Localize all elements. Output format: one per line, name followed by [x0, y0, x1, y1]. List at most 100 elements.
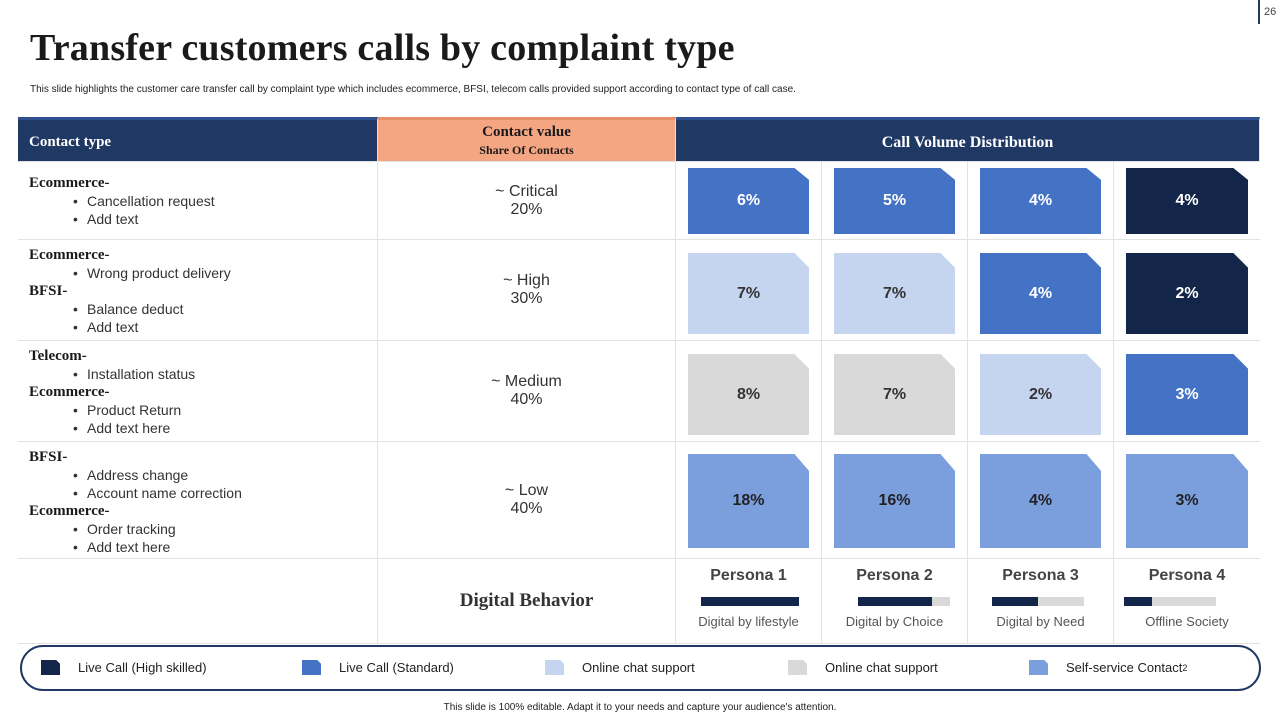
- legend-label: Online chat support: [582, 660, 695, 675]
- bullet-item: Installation status: [29, 365, 366, 383]
- legend: Live Call (High skilled) Live Call (Stan…: [20, 645, 1261, 691]
- share-value: 40%: [510, 500, 543, 517]
- persona-cell: Persona 4 Offline Society: [1114, 559, 1260, 644]
- distribution-tile: 6%: [688, 168, 809, 234]
- table-row: Ecommerce- Wrong product delivery BFSI- …: [18, 240, 1260, 341]
- bullet-item: Add text here: [29, 419, 366, 437]
- distribution-tile: 4%: [980, 253, 1101, 334]
- level-label: ~ Low: [504, 482, 549, 499]
- header-share-label: Share Of Contacts: [479, 142, 574, 157]
- distribution-cell: 6%: [676, 162, 822, 240]
- distribution-cell: 18%: [676, 442, 822, 559]
- share-value: 30%: [510, 290, 543, 307]
- level-label: ~ Medium: [491, 373, 562, 390]
- header-contact-value-label: Contact value: [482, 123, 571, 140]
- persona-name: Persona 1: [710, 567, 787, 584]
- digital-behavior-label: Digital Behavior: [459, 590, 594, 611]
- category-label: BFSI-: [29, 283, 68, 299]
- category-label: Ecommerce-: [29, 175, 110, 191]
- contact-type-cell: Telecom- Installation status Ecommerce- …: [18, 341, 378, 442]
- distribution-tile: 2%: [1126, 253, 1248, 334]
- legend-label: Live Call (Standard): [339, 660, 454, 675]
- persona-bar-fill: [701, 597, 799, 606]
- category-label: Ecommerce-: [29, 503, 110, 519]
- persona-bar: [858, 597, 950, 606]
- distribution-cell: 4%: [1114, 162, 1260, 240]
- distribution-cell: 16%: [822, 442, 968, 559]
- distribution-cell: 8%: [676, 341, 822, 442]
- distribution-tile: 16%: [834, 454, 955, 548]
- table-row: Ecommerce- Cancellation request Add text…: [18, 162, 1260, 240]
- distribution-tile: 3%: [1126, 354, 1248, 435]
- persona-cell: Persona 3 Digital by Need: [968, 559, 1114, 644]
- legend-item: Online chat support: [788, 660, 938, 675]
- persona-label: Digital by lifestyle: [698, 614, 799, 629]
- page-number: 26: [1258, 0, 1280, 24]
- contact-value-cell: ~ Low 40%: [378, 442, 676, 559]
- bullet-item: Wrong product delivery: [29, 264, 366, 282]
- level-label: ~ Critical: [495, 182, 558, 200]
- distribution-cell: 7%: [822, 341, 968, 442]
- legend-label: Online chat support: [825, 660, 938, 675]
- distribution-tile: 5%: [834, 168, 955, 234]
- legend-item: Live Call (Standard): [302, 660, 454, 675]
- persona-cell: Persona 2 Digital by Choice: [822, 559, 968, 644]
- persona-bar: [992, 597, 1084, 606]
- distribution-cell: 3%: [1114, 442, 1260, 559]
- digital-behavior-cell: Digital Behavior: [378, 559, 676, 644]
- bullet-item: Add text here: [29, 538, 366, 556]
- bullet-item: Cancellation request: [29, 192, 366, 210]
- persona-name: Persona 4: [1148, 567, 1226, 584]
- footer-note: This slide is 100% editable. Adapt it to…: [443, 702, 837, 713]
- empty-cell: [18, 559, 378, 644]
- distribution-cell: 7%: [822, 240, 968, 341]
- bullet-item: Product Return: [29, 401, 366, 419]
- distribution-cell: 2%: [968, 341, 1114, 442]
- persona-label: Digital by Need: [996, 614, 1085, 629]
- table-row: Telecom- Installation status Ecommerce- …: [18, 341, 1260, 442]
- distribution-cell: 2%: [1114, 240, 1260, 341]
- persona-bar-fill: [858, 597, 932, 606]
- distribution-cell: 5%: [822, 162, 968, 240]
- persona-name: Persona 2: [856, 567, 933, 584]
- category-label: Ecommerce-: [29, 247, 110, 263]
- bullet-item: Add text: [29, 210, 366, 228]
- page-title: Transfer customers calls by complaint ty…: [30, 27, 735, 69]
- share-value: 20%: [510, 200, 543, 218]
- bullet-item: Account name correction: [29, 484, 366, 502]
- contact-type-cell: BFSI- Address change Account name correc…: [18, 442, 378, 559]
- distribution-cell: 7%: [676, 240, 822, 341]
- persona-bar: [1124, 597, 1216, 606]
- category-label: Ecommerce-: [29, 384, 110, 400]
- bullet-item: Order tracking: [29, 520, 366, 538]
- call-distribution-table: Contact type Contact value Share Of Cont…: [18, 117, 1260, 644]
- legend-swatch: [545, 660, 564, 675]
- table-header: Contact type Contact value Share Of Cont…: [18, 117, 1260, 162]
- distribution-cell: 4%: [968, 162, 1114, 240]
- contact-type-cell: Ecommerce- Wrong product delivery BFSI- …: [18, 240, 378, 341]
- distribution-tile: 18%: [688, 454, 809, 548]
- legend-item: Self-service Contact 2: [1029, 660, 1187, 675]
- legend-item: Online chat support: [545, 660, 695, 675]
- legend-superscript: 2: [1182, 662, 1188, 673]
- bullet-item: Address change: [29, 466, 366, 484]
- distribution-cell: 4%: [968, 442, 1114, 559]
- contact-type-cell: Ecommerce- Cancellation request Add text: [18, 162, 378, 240]
- distribution-tile: 2%: [980, 354, 1101, 435]
- distribution-tile: 4%: [980, 168, 1101, 234]
- contact-value-cell: ~ Medium 40%: [378, 341, 676, 442]
- distribution-tile: 4%: [980, 454, 1101, 548]
- distribution-tile: 4%: [1126, 168, 1248, 234]
- distribution-cell: 4%: [968, 240, 1114, 341]
- legend-item: Live Call (High skilled): [41, 660, 207, 675]
- persona-name: Persona 3: [1002, 567, 1079, 584]
- category-label: BFSI-: [29, 449, 68, 465]
- legend-label: Self-service Contact: [1066, 660, 1183, 675]
- legend-swatch: [41, 660, 60, 675]
- contact-value-cell: ~ Critical 20%: [378, 162, 676, 240]
- distribution-tile: 7%: [834, 253, 955, 334]
- distribution-tile: 7%: [834, 354, 955, 435]
- category-label: Telecom-: [29, 348, 87, 364]
- persona-cell: Persona 1 Digital by lifestyle: [676, 559, 822, 644]
- persona-bar: [701, 597, 799, 606]
